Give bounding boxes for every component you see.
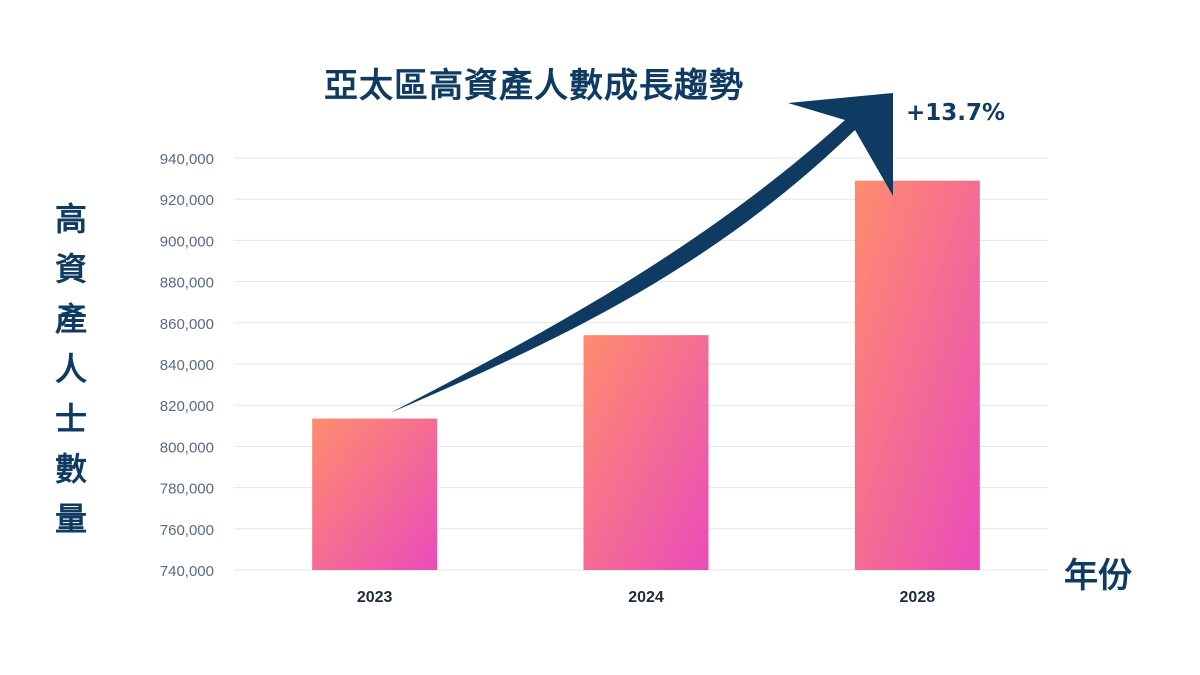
x-tick-label: 2028 <box>900 589 936 606</box>
growth-arrow-icon <box>390 93 893 413</box>
y-tick-label: 860,000 <box>160 316 214 333</box>
y-axis-label-char: 資 <box>54 250 87 288</box>
y-axis-label-char: 人 <box>54 350 87 388</box>
x-axis-label: 年份 <box>1064 556 1132 596</box>
y-axis-label-char: 數 <box>54 450 87 488</box>
bars <box>312 180 980 570</box>
y-axis-label: 高資產人士數量 <box>48 194 94 544</box>
y-axis-label-char: 高 <box>54 200 87 238</box>
y-tick-label: 800,000 <box>160 439 214 456</box>
y-tick-label: 900,000 <box>160 233 214 250</box>
y-tick-label: 940,000 <box>160 151 214 168</box>
x-tick-label: 2023 <box>357 589 393 606</box>
y-axis-label-char: 量 <box>54 500 87 538</box>
bar-2023 <box>312 418 438 570</box>
y-tick-label: 840,000 <box>160 357 214 374</box>
y-tick-label: 740,000 <box>160 563 214 580</box>
y-axis-label-char: 士 <box>54 400 87 438</box>
y-axis-ticks: 740,000 760,000 780,000 800,000 820,000 840,0… <box>160 151 214 580</box>
y-tick-label: 920,000 <box>160 192 214 209</box>
x-tick-label: 2024 <box>628 589 664 606</box>
bar-2024 <box>583 335 709 570</box>
growth-annotation: +13.7% <box>906 100 1006 126</box>
bar-2028 <box>854 180 980 570</box>
y-tick-label: 780,000 <box>160 481 214 498</box>
chart-title: 亞太區高資產人數成長趨勢 <box>324 66 744 106</box>
y-tick-label: 820,000 <box>160 398 214 415</box>
x-axis-ticks: 2023 2024 2028 <box>357 589 935 606</box>
y-tick-label: 880,000 <box>160 275 214 292</box>
y-axis-label-char: 產 <box>54 300 87 338</box>
y-tick-label: 760,000 <box>160 522 214 539</box>
